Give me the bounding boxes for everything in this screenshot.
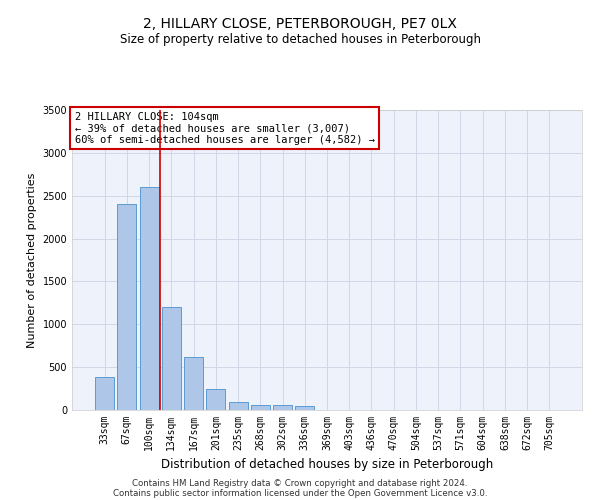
Bar <box>206 390 225 410</box>
Text: 2 HILLARY CLOSE: 104sqm
← 39% of detached houses are smaller (3,007)
60% of semi: 2 HILLARY CLOSE: 104sqm ← 39% of detache… <box>74 112 374 144</box>
X-axis label: Distribution of detached houses by size in Peterborough: Distribution of detached houses by size … <box>161 458 493 471</box>
Text: 2, HILLARY CLOSE, PETERBOROUGH, PE7 0LX: 2, HILLARY CLOSE, PETERBOROUGH, PE7 0LX <box>143 18 457 32</box>
Text: Contains public sector information licensed under the Open Government Licence v3: Contains public sector information licen… <box>113 488 487 498</box>
Bar <box>162 307 181 410</box>
Bar <box>184 357 203 410</box>
Bar <box>273 406 292 410</box>
Bar <box>140 187 158 410</box>
Bar <box>229 402 248 410</box>
Y-axis label: Number of detached properties: Number of detached properties <box>27 172 37 348</box>
Bar <box>251 405 270 410</box>
Bar <box>118 204 136 410</box>
Text: Size of property relative to detached houses in Peterborough: Size of property relative to detached ho… <box>119 32 481 46</box>
Bar <box>295 406 314 410</box>
Bar <box>95 378 114 410</box>
Text: Contains HM Land Registry data © Crown copyright and database right 2024.: Contains HM Land Registry data © Crown c… <box>132 478 468 488</box>
